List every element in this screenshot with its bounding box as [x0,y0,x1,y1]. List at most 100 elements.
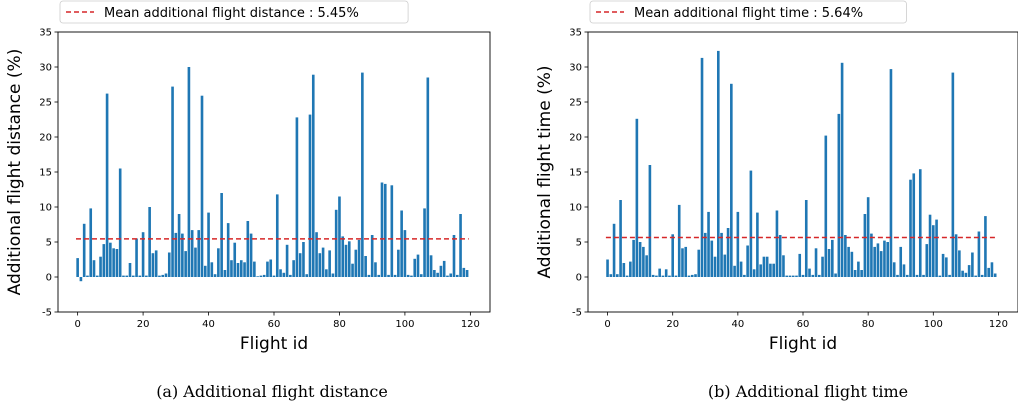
bar [789,276,792,277]
bar [697,250,700,277]
bar [436,273,439,277]
bar [831,240,834,277]
bar [629,262,632,277]
bar [805,200,808,277]
bar [860,270,863,277]
bar [292,260,295,277]
bar [922,275,925,277]
bar [730,84,733,277]
bar [649,165,652,277]
bar [710,241,713,277]
bar [204,266,207,277]
bar [269,260,272,278]
bar [808,269,811,277]
bar [181,234,184,277]
bar [912,173,915,277]
bar [821,257,824,277]
bar [795,276,798,277]
bar [717,51,720,277]
bar [769,264,772,277]
bar [616,274,619,277]
bar [925,244,928,277]
bar [658,269,661,277]
bar [623,263,626,277]
bar [828,249,831,277]
bar [351,264,354,277]
bar [201,96,204,277]
bar [139,276,142,277]
bar [665,269,668,277]
bar [283,273,286,277]
bar [453,235,456,277]
bar [243,262,246,277]
bar [233,243,236,277]
bar [312,75,315,277]
bar [237,263,240,277]
bar [782,255,785,277]
bar [397,250,400,277]
bar [148,207,151,277]
bar [224,270,227,277]
bar [371,235,374,277]
y-tick-label: 25 [569,98,582,109]
bar [466,270,469,277]
bar [987,268,990,277]
bar [899,247,902,277]
bar [152,253,155,277]
y-tick-label: -5 [572,308,582,319]
bar [678,205,681,277]
bar [433,270,436,277]
bar [701,58,704,277]
bar [655,276,658,277]
bar [906,275,909,277]
bar [381,183,384,278]
bar [619,200,622,277]
bar [322,248,325,277]
bar [841,63,844,277]
bar [724,255,727,277]
y-tick-label: 20 [569,133,582,144]
bar [873,247,876,277]
bar [974,276,977,277]
bar [886,242,889,277]
bar [740,262,743,277]
bar [626,276,629,277]
bar [132,276,135,277]
bar [250,234,253,277]
bar [613,224,616,277]
bar [681,248,684,277]
bar [109,243,112,277]
legend: Mean additional flight time : 5.64% [590,1,907,23]
bar [766,257,769,277]
bar [289,275,292,277]
bar [668,276,671,277]
bar [364,256,367,277]
chart-panel-b: -5 0 5 10 15 20 25 30 35 0 20 40 60 80 100 120 Flight id… [535,1,1018,401]
bar [377,275,380,277]
y-axis-label: Additional flight distance (%) [5,49,25,296]
bar [958,250,961,277]
bar [384,184,387,277]
y-tick-label: -5 [42,308,52,319]
bar [948,275,951,277]
bar [423,208,426,277]
bar [240,260,243,277]
figure-caption: (a) Additional flight distance [156,382,388,401]
bar [263,275,266,277]
bar [753,269,756,277]
legend: Mean additional flight distance : 5.45% [60,1,408,23]
bar [80,277,83,281]
bar [750,171,753,277]
bar [890,69,893,277]
bar [645,255,648,277]
bar [427,78,430,278]
x-tick-label: 40 [202,319,215,330]
bar [440,266,443,277]
bar [893,262,896,277]
bar [220,193,223,277]
bar [103,244,106,277]
y-tick-label: 20 [39,133,52,144]
bar [662,276,665,277]
bar [211,262,214,277]
bar [971,253,974,278]
